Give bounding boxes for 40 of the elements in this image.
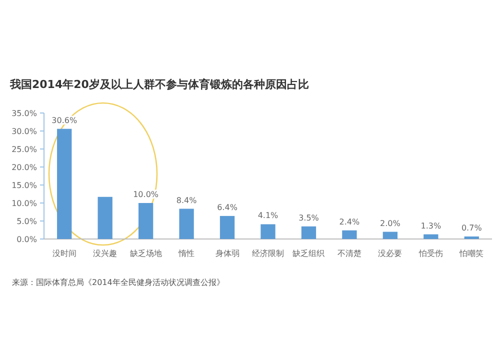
data-label: 0.7% <box>461 223 482 232</box>
data-label: 8.4% <box>176 196 198 205</box>
x-tick-label: 没必要 <box>378 249 402 258</box>
x-tick-label: 没兴趣 <box>93 249 118 258</box>
bar <box>342 230 357 239</box>
data-label: 3.5% <box>298 213 320 222</box>
x-tick-label: 惰性 <box>178 249 195 258</box>
y-tick-label: 15.0% <box>12 181 38 190</box>
data-label: 1.3% <box>420 221 442 230</box>
bar <box>464 236 479 239</box>
source-note: 来源：国际体育总局《2014年全民健身活动状况调查公报》 <box>12 278 224 287</box>
data-label: 2.4% <box>339 217 360 226</box>
data-label: 4.1% <box>258 211 279 220</box>
data-label: 2.0% <box>380 218 401 228</box>
bar <box>98 196 112 239</box>
x-tick-label: 怕受伤 <box>418 249 443 258</box>
bar <box>260 224 276 239</box>
y-tick-label: 35.0% <box>12 109 38 118</box>
bar <box>57 128 72 239</box>
x-tick-label: 缺乏组织 <box>292 249 325 258</box>
y-tick-label: 10.0% <box>12 199 38 208</box>
y-tick-label: 20.0% <box>12 163 38 172</box>
x-tick-label: 经济限制 <box>252 249 284 258</box>
chart-title: 我国2014年20岁及以上人群不参与体育锻炼的各种原因占比 <box>9 78 309 91</box>
bar <box>424 234 438 239</box>
y-tick-label: 5.0% <box>16 217 38 226</box>
bar <box>220 216 235 239</box>
bar <box>382 232 398 239</box>
x-tick-label: 身体弱 <box>215 249 240 258</box>
bar <box>138 203 154 239</box>
x-tick-label: 不清楚 <box>337 249 362 258</box>
data-label: 6.4% <box>217 202 238 212</box>
bar <box>301 226 316 239</box>
x-tick-label: 没时间 <box>52 249 76 258</box>
y-tick-label: 0.0% <box>16 235 38 244</box>
x-tick-label: 怕嘲笑 <box>458 249 484 258</box>
x-tick-label: 缺乏场地 <box>130 249 162 258</box>
bar <box>179 208 194 239</box>
y-tick-label: 30.0% <box>12 127 38 136</box>
y-tick-label: 25.0% <box>12 145 38 154</box>
